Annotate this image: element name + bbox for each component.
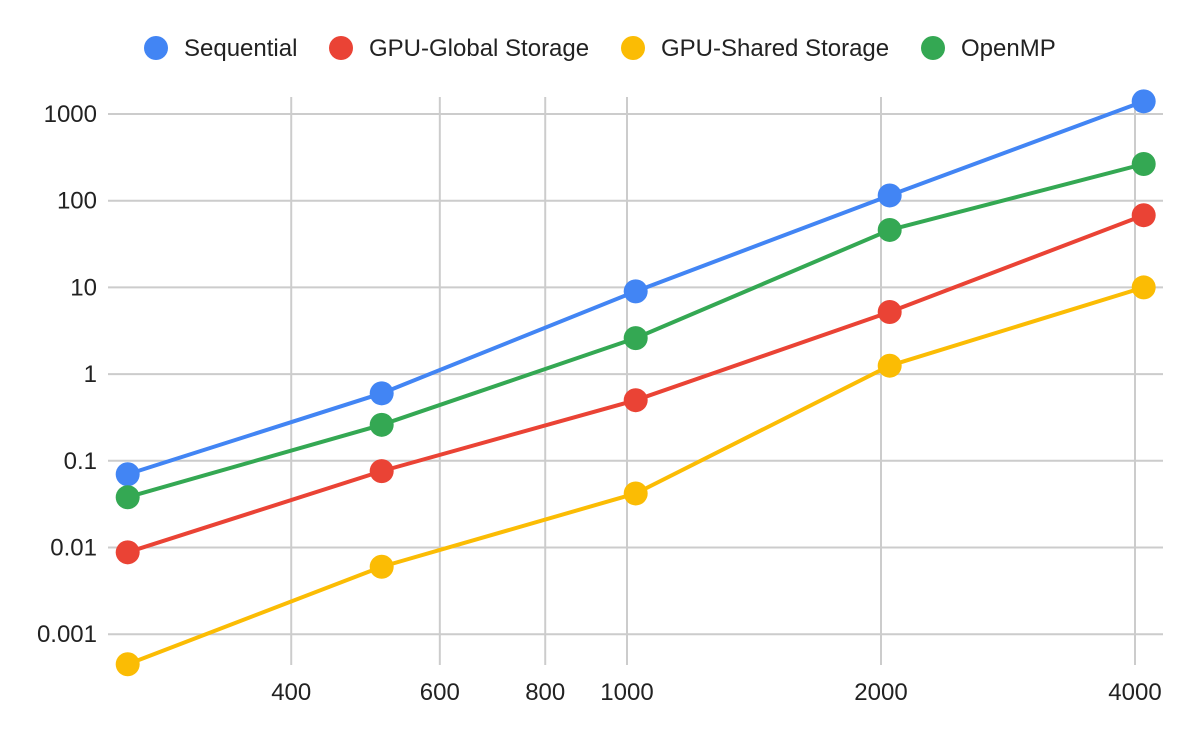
- series-openmp: [115, 152, 1156, 510]
- data-point: [877, 300, 902, 325]
- data-point: [115, 485, 140, 510]
- legend-label: OpenMP: [961, 35, 1056, 62]
- y-tick-label: 0.1: [64, 448, 97, 475]
- data-point: [1131, 275, 1156, 300]
- legend-item: GPU-Shared Storage: [621, 35, 889, 62]
- data-point: [1131, 152, 1156, 177]
- legend-label: GPU-Shared Storage: [661, 35, 889, 62]
- data-point: [369, 459, 394, 484]
- y-axis-tick-labels: 1000 100 10 1 0.1 0.01 0.001: [37, 101, 97, 648]
- y-tick-label: 1: [84, 361, 97, 388]
- y-tick-label: 0.01: [50, 535, 97, 562]
- legend-item: GPU-Global Storage: [329, 35, 589, 62]
- data-point: [115, 540, 140, 565]
- legend-label: GPU-Global Storage: [369, 35, 589, 62]
- y-tick-label: 1000: [44, 101, 97, 128]
- series-gpu-global-storage: [115, 203, 1156, 565]
- x-tick-label: 1000: [600, 679, 653, 706]
- x-tick-label: 2000: [854, 679, 907, 706]
- data-point: [623, 388, 648, 413]
- data-point: [1131, 203, 1156, 228]
- data-point: [115, 462, 140, 487]
- legend-item: Sequential: [144, 35, 297, 62]
- series-sequential: [115, 89, 1156, 487]
- y-tick-label: 10: [70, 274, 97, 301]
- legend-marker: [921, 36, 945, 60]
- data-point: [369, 412, 394, 437]
- y-tick-label: 0.001: [37, 621, 97, 648]
- data-point: [1131, 89, 1156, 114]
- data-point: [877, 353, 902, 378]
- data-point: [877, 217, 902, 242]
- data-point: [623, 326, 648, 351]
- x-axis-tick-labels: 400 600 800 1000 2000 4000: [271, 679, 1161, 706]
- data-point: [369, 554, 394, 579]
- data-point: [877, 183, 902, 208]
- legend: Sequential GPU-Global Storage GPU-Shared S…: [144, 35, 1056, 62]
- y-tick-label: 100: [57, 188, 97, 215]
- series-gpu-shared-storage: [115, 275, 1156, 677]
- data-point: [115, 652, 140, 677]
- x-tick-label: 4000: [1108, 679, 1161, 706]
- x-tick-label: 400: [271, 679, 311, 706]
- x-tick-label: 600: [420, 679, 460, 706]
- data-point: [623, 279, 648, 304]
- data-point: [623, 481, 648, 506]
- legend-marker: [144, 36, 168, 60]
- series-lines: [115, 89, 1156, 677]
- data-point: [369, 381, 394, 406]
- grid: [108, 97, 1163, 665]
- x-tick-label: 800: [525, 679, 565, 706]
- legend-marker: [621, 36, 645, 60]
- legend-marker: [329, 36, 353, 60]
- legend-label: Sequential: [184, 35, 297, 62]
- legend-item: OpenMP: [921, 35, 1056, 62]
